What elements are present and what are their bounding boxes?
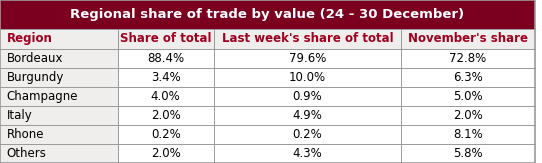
Bar	[118, 87, 214, 106]
Bar	[401, 87, 534, 106]
Text: 8.1%: 8.1%	[453, 128, 482, 141]
Text: 5.0%: 5.0%	[453, 90, 482, 103]
Bar	[214, 125, 401, 144]
Text: Bordeaux: Bordeaux	[7, 52, 63, 65]
Text: 6.3%: 6.3%	[453, 71, 482, 84]
Bar	[0, 49, 118, 68]
Bar	[214, 144, 401, 163]
Text: 2.0%: 2.0%	[151, 109, 180, 122]
Bar	[118, 125, 214, 144]
Text: 3.4%: 3.4%	[151, 71, 180, 84]
Bar	[401, 49, 534, 68]
Bar	[118, 68, 214, 87]
Bar	[401, 144, 534, 163]
Text: 79.6%: 79.6%	[289, 52, 326, 65]
Bar	[401, 68, 534, 87]
Text: 88.4%: 88.4%	[147, 52, 184, 65]
Text: Rhone: Rhone	[7, 128, 44, 141]
Text: Share of total: Share of total	[120, 32, 211, 45]
Bar	[401, 125, 534, 144]
Text: 2.0%: 2.0%	[453, 109, 482, 122]
Text: 0.9%: 0.9%	[293, 90, 322, 103]
Text: Others: Others	[7, 147, 46, 160]
Bar	[0, 125, 118, 144]
Bar	[118, 49, 214, 68]
Bar	[0, 144, 118, 163]
Text: Last week's share of total: Last week's share of total	[222, 32, 393, 45]
Bar	[214, 49, 401, 68]
Text: Italy: Italy	[7, 109, 32, 122]
Text: 10.0%: 10.0%	[289, 71, 326, 84]
Bar	[214, 106, 401, 125]
Bar	[401, 106, 534, 125]
Text: 4.9%: 4.9%	[292, 109, 322, 122]
Text: 0.2%: 0.2%	[151, 128, 180, 141]
Bar	[0, 87, 118, 106]
Bar	[0, 0, 534, 29]
Text: 72.8%: 72.8%	[449, 52, 486, 65]
Text: 2.0%: 2.0%	[151, 147, 180, 160]
Bar	[214, 68, 401, 87]
Bar	[214, 87, 401, 106]
Bar	[0, 68, 118, 87]
Text: Region: Region	[7, 32, 52, 45]
Text: 5.8%: 5.8%	[453, 147, 482, 160]
Text: 0.2%: 0.2%	[293, 128, 322, 141]
Text: 4.3%: 4.3%	[293, 147, 322, 160]
Text: 4.0%: 4.0%	[151, 90, 180, 103]
Text: Champagne: Champagne	[7, 90, 78, 103]
Text: Regional share of trade by value (24 - 30 December): Regional share of trade by value (24 - 3…	[70, 8, 464, 21]
Text: November's share: November's share	[408, 32, 528, 45]
Bar	[0, 106, 118, 125]
Bar	[118, 144, 214, 163]
Bar	[118, 106, 214, 125]
Text: Burgundy: Burgundy	[7, 71, 64, 84]
Bar	[0, 29, 534, 49]
